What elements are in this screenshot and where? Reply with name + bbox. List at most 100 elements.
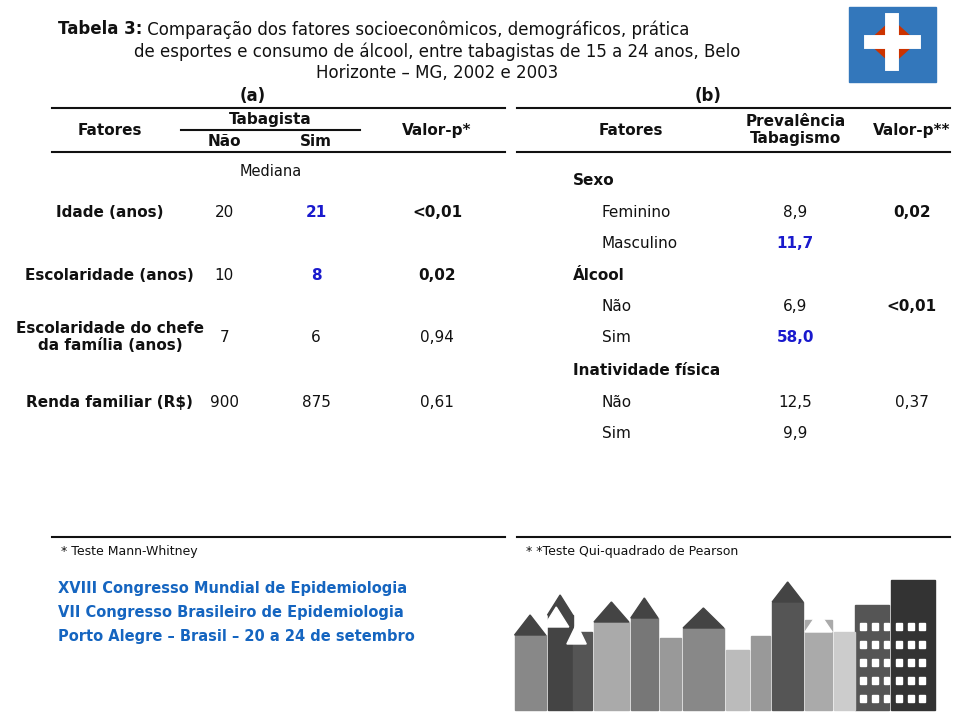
Polygon shape: [515, 615, 545, 635]
Bar: [920, 623, 925, 630]
Bar: [920, 695, 925, 702]
Text: Sim: Sim: [602, 330, 631, 344]
Text: Escolaridade (anos): Escolaridade (anos): [26, 268, 194, 282]
Text: Não: Não: [207, 133, 241, 148]
Text: Valor-p**: Valor-p**: [873, 122, 950, 138]
Text: 12,5: 12,5: [779, 395, 812, 410]
Text: VII Congresso Brasileiro de Epidemiologia: VII Congresso Brasileiro de Epidemiologi…: [58, 605, 403, 619]
Polygon shape: [805, 612, 832, 632]
Bar: [726, 650, 749, 710]
Text: Escolaridade do chefe
da família (anos): Escolaridade do chefe da família (anos): [16, 321, 204, 354]
Bar: [751, 636, 770, 710]
Text: Comparação dos fatores socioeconômicos, demográficos, prática: Comparação dos fatores socioeconômicos, …: [142, 20, 689, 38]
Bar: [920, 659, 925, 666]
Bar: [891, 580, 935, 710]
Text: 0,02: 0,02: [893, 204, 930, 220]
Polygon shape: [868, 20, 917, 64]
Text: Masculino: Masculino: [602, 235, 678, 251]
Bar: [805, 620, 832, 710]
Bar: [883, 623, 889, 630]
Polygon shape: [631, 598, 658, 618]
Text: Tabela 3:: Tabela 3:: [58, 20, 142, 38]
Text: 8: 8: [311, 268, 322, 282]
Text: 7: 7: [219, 330, 228, 344]
Text: (b): (b): [695, 87, 722, 105]
Bar: [660, 638, 682, 710]
Bar: [908, 641, 914, 648]
Bar: [834, 632, 855, 710]
Bar: [860, 695, 866, 702]
Bar: [872, 641, 877, 648]
Bar: [573, 632, 592, 710]
Text: 0,02: 0,02: [419, 268, 456, 282]
Text: Mediana: Mediana: [239, 163, 301, 179]
Text: 21: 21: [305, 204, 326, 220]
Text: 8,9: 8,9: [783, 204, 807, 220]
Text: Tabagista: Tabagista: [229, 112, 312, 127]
Text: Porto Alegre – Brasil – 20 a 24 de setembro: Porto Alegre – Brasil – 20 a 24 de setem…: [58, 629, 415, 644]
Bar: [872, 677, 877, 684]
Text: Sexo: Sexo: [573, 173, 614, 187]
Text: de esportes e consumo de álcool, entre tabagistas de 15 a 24 anos, Belo: de esportes e consumo de álcool, entre t…: [134, 42, 740, 60]
Bar: [883, 641, 889, 648]
Bar: [872, 623, 877, 630]
Bar: [883, 677, 889, 684]
Bar: [684, 628, 724, 710]
Bar: [855, 605, 889, 710]
Polygon shape: [594, 602, 629, 622]
FancyBboxPatch shape: [849, 7, 936, 82]
Bar: [908, 659, 914, 666]
Bar: [896, 695, 901, 702]
Bar: [920, 641, 925, 648]
Text: Feminino: Feminino: [602, 204, 671, 220]
Text: * Teste Mann-Whitney: * Teste Mann-Whitney: [61, 546, 198, 559]
Text: 875: 875: [301, 395, 330, 410]
Text: Álcool: Álcool: [573, 268, 624, 282]
Polygon shape: [543, 607, 569, 627]
Polygon shape: [684, 608, 724, 628]
Bar: [908, 695, 914, 702]
Text: Horizonte – MG, 2002 e 2003: Horizonte – MG, 2002 e 2003: [316, 64, 559, 82]
Bar: [883, 695, 889, 702]
Bar: [631, 618, 658, 710]
Bar: [896, 659, 901, 666]
Text: 9,9: 9,9: [783, 426, 807, 441]
Polygon shape: [772, 582, 804, 602]
Text: Sim: Sim: [602, 426, 631, 441]
Text: (a): (a): [240, 87, 266, 105]
Text: Não: Não: [602, 395, 632, 410]
Text: <0,01: <0,01: [412, 204, 462, 220]
Polygon shape: [566, 624, 587, 644]
Text: 0,61: 0,61: [420, 395, 454, 410]
Text: Fatores: Fatores: [598, 122, 663, 138]
Text: <0,01: <0,01: [886, 299, 937, 313]
Bar: [908, 677, 914, 684]
Text: 900: 900: [209, 395, 239, 410]
Bar: [920, 677, 925, 684]
Text: Não: Não: [602, 299, 632, 313]
Text: Renda familiar (R$): Renda familiar (R$): [27, 395, 193, 410]
Text: 0,37: 0,37: [895, 395, 928, 410]
Text: Idade (anos): Idade (anos): [56, 204, 163, 220]
Text: 0,94: 0,94: [420, 330, 454, 344]
Bar: [772, 602, 804, 710]
Text: * *Teste Qui-quadrado de Pearson: * *Teste Qui-quadrado de Pearson: [526, 546, 738, 559]
Bar: [872, 695, 877, 702]
Bar: [860, 677, 866, 684]
Text: 20: 20: [214, 204, 233, 220]
Bar: [883, 659, 889, 666]
Text: Prevalência
Tabagismo: Prevalência Tabagismo: [745, 114, 846, 146]
Bar: [860, 623, 866, 630]
Text: 11,7: 11,7: [777, 235, 814, 251]
Bar: [547, 615, 573, 710]
Text: 6,9: 6,9: [783, 299, 807, 313]
Text: 10: 10: [214, 268, 233, 282]
Text: 58,0: 58,0: [777, 330, 814, 344]
Text: 6: 6: [311, 330, 321, 344]
Polygon shape: [547, 595, 573, 615]
Bar: [860, 641, 866, 648]
Bar: [908, 623, 914, 630]
Bar: [896, 623, 901, 630]
Bar: [872, 659, 877, 666]
Bar: [896, 641, 901, 648]
